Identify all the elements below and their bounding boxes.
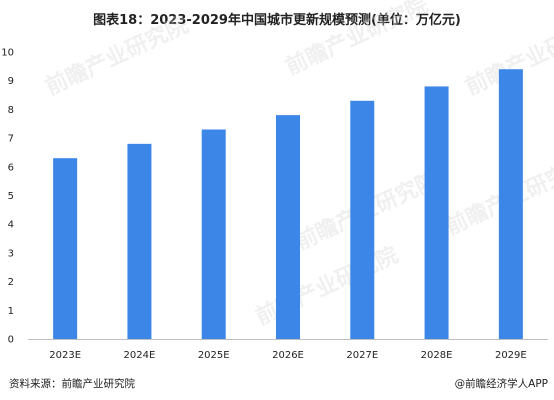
watermark-text: 前瞻产业研究院 [252,242,403,331]
watermark-text: 前瞻产业研究院 [442,152,554,241]
watermark-text: 前瞻产业研究院 [282,0,433,80]
x-tick-label: 2023E [49,350,81,361]
bar-2024E [127,143,152,339]
bar-2029E [498,69,523,339]
x-tick-label: 2028E [421,350,453,361]
x-tick-label: 2029E [495,350,527,361]
x-tick-label: 2027E [346,350,378,361]
chart-title: 图表18：2023-2029年中国城市更新规模预测(单位：万亿元) [93,13,461,28]
x-tick-label: 2026E [272,350,304,361]
y-tick-label: 2 [8,277,14,288]
bars [53,69,523,339]
bar-2026E [276,115,300,339]
bar-2023E [53,158,78,339]
watermark-text: 前瞻产业研究院 [42,12,193,101]
x-tick-label: 2024E [124,350,156,361]
brand-credit: @前瞻经济学人APP [454,378,548,390]
bar-2027E [350,100,375,339]
bar-2028E [424,86,449,339]
y-axis-ticks: 0 1 2 3 4 5 6 7 8 9 10 [1,48,14,346]
y-tick-label: 4 [8,220,14,231]
y-tick-label: 3 [8,248,14,259]
y-tick-label: 7 [8,134,14,145]
y-tick-label: 6 [8,162,14,173]
y-tick-label: 9 [8,76,14,87]
y-tick-label: 1 [8,306,14,317]
y-tick-label: 10 [1,48,14,59]
bar-2025E [201,129,226,339]
y-tick-label: 8 [8,105,14,116]
source-note: 资料来源：前瞻产业研究院 [9,378,135,390]
x-axis-ticks: 2023E 2024E 2025E 2026E 2027E 2028E 2029E [49,350,526,361]
y-tick-label: 0 [8,335,14,346]
y-tick-label: 5 [8,191,14,202]
x-tick-label: 2025E [198,350,230,361]
